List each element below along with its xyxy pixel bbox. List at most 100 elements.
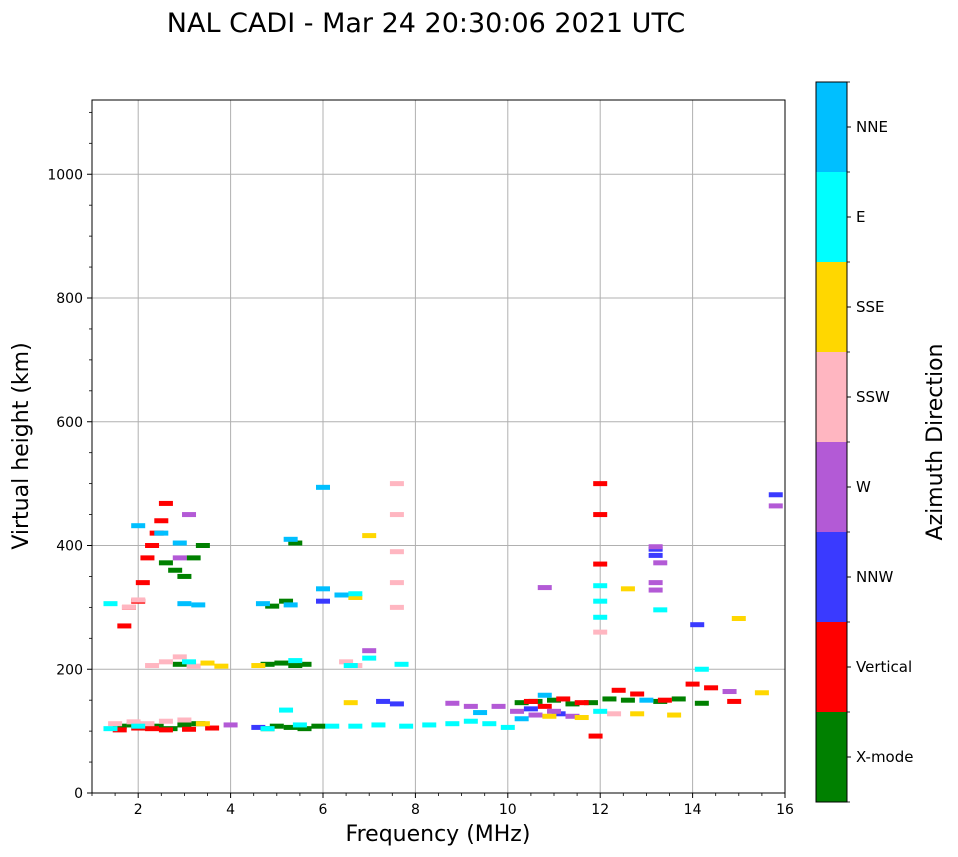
data-point xyxy=(283,536,298,542)
data-point xyxy=(269,723,284,729)
data-point xyxy=(311,723,326,729)
data-point xyxy=(362,533,377,539)
data-point xyxy=(145,726,160,732)
data-point xyxy=(297,726,312,732)
data-point xyxy=(316,598,330,604)
data-point xyxy=(528,712,543,718)
data-point xyxy=(542,713,557,719)
data-point xyxy=(731,616,746,622)
data-point xyxy=(140,721,155,727)
data-point xyxy=(145,663,160,669)
data-point xyxy=(343,663,358,669)
y-axis: 0 200 400 600 800 1000 xyxy=(47,111,92,802)
y-tick-label: 600 xyxy=(56,415,83,431)
data-point xyxy=(556,696,571,702)
y-axis-title: Virtual height (km) xyxy=(9,342,34,549)
data-point xyxy=(754,690,769,696)
data-point xyxy=(630,711,645,717)
data-point xyxy=(588,733,603,739)
data-point xyxy=(482,721,497,727)
data-point xyxy=(325,723,340,729)
data-point xyxy=(593,598,608,604)
data-point xyxy=(131,523,146,529)
data-point xyxy=(297,661,312,667)
data-point xyxy=(537,585,552,591)
data-point xyxy=(694,666,709,672)
data-point xyxy=(112,727,127,733)
data-point xyxy=(704,685,719,691)
data-point xyxy=(191,602,206,608)
y-tick-label: 200 xyxy=(56,662,83,678)
colorbar-segment xyxy=(816,622,847,712)
data-point xyxy=(690,622,705,628)
x-axis-title: Frequency (MHz) xyxy=(346,822,531,847)
data-point xyxy=(399,723,414,729)
series-ssw xyxy=(108,481,622,727)
data-point xyxy=(547,697,561,703)
data-point xyxy=(463,703,478,709)
data-point xyxy=(362,655,377,661)
data-point xyxy=(389,701,404,707)
data-point xyxy=(182,659,197,665)
colorbar-segment xyxy=(816,262,847,352)
data-point xyxy=(348,591,363,597)
data-point xyxy=(158,718,173,724)
data-point xyxy=(565,701,580,707)
data-layer xyxy=(103,481,783,739)
data-point xyxy=(274,660,289,666)
data-point xyxy=(607,711,622,717)
data-point xyxy=(491,703,506,709)
data-point xyxy=(611,687,626,693)
data-point xyxy=(283,602,298,608)
data-point xyxy=(279,707,294,713)
data-point xyxy=(602,696,617,702)
x-tick-label: 16 xyxy=(776,802,794,818)
data-point xyxy=(510,708,525,714)
data-point xyxy=(131,723,146,729)
data-point xyxy=(292,722,307,728)
data-point xyxy=(574,700,589,706)
data-point xyxy=(214,663,229,669)
data-point xyxy=(514,700,529,706)
data-point xyxy=(186,663,201,669)
series-sse xyxy=(195,533,769,727)
data-point xyxy=(463,718,478,724)
colorbar-label: X-mode xyxy=(856,748,913,766)
x-tick-label: 6 xyxy=(319,802,328,818)
data-point xyxy=(671,696,686,702)
data-point xyxy=(126,719,141,725)
chart-title: NAL CADI - Mar 24 20:30:06 2021 UTC xyxy=(167,8,685,39)
data-point xyxy=(177,573,192,579)
data-point xyxy=(135,580,150,586)
data-point xyxy=(251,724,266,730)
data-point xyxy=(158,500,173,506)
data-point xyxy=(343,700,358,706)
data-point xyxy=(260,726,275,732)
data-point xyxy=(283,724,298,730)
data-point xyxy=(186,555,201,561)
data-point xyxy=(565,713,580,719)
colorbar-label: SSW xyxy=(856,388,890,406)
colorbar-label: W xyxy=(856,478,871,496)
data-point xyxy=(593,708,608,714)
data-point xyxy=(316,484,330,490)
data-point xyxy=(574,715,589,721)
data-point xyxy=(288,663,303,669)
data-point xyxy=(279,598,294,604)
data-point xyxy=(371,722,386,728)
x-tick-label: 12 xyxy=(591,802,609,818)
data-point xyxy=(593,512,608,518)
colorbar-segment xyxy=(816,352,847,442)
data-point xyxy=(288,658,303,664)
data-point xyxy=(593,614,608,620)
data-point xyxy=(593,629,608,635)
x-tick-label: 4 xyxy=(226,802,235,818)
data-point xyxy=(445,700,460,706)
data-point xyxy=(334,592,349,598)
data-point xyxy=(768,503,783,509)
data-point xyxy=(145,543,160,548)
series-w xyxy=(172,503,783,728)
data-point xyxy=(547,708,561,714)
colorbar-segment xyxy=(816,532,847,622)
